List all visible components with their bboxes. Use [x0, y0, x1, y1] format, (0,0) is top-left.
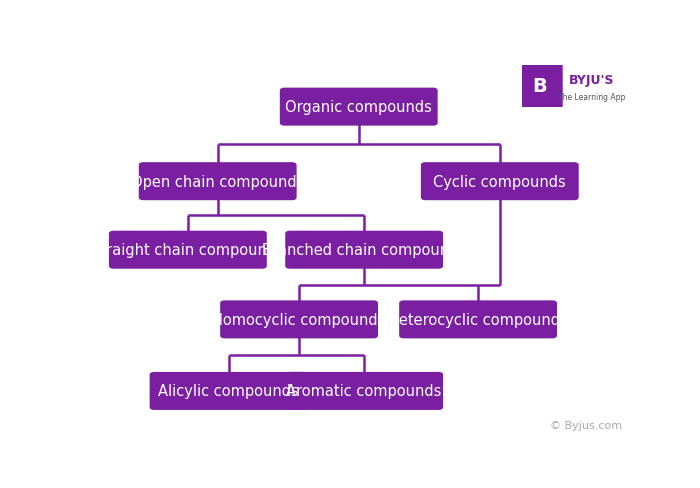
Text: Heterocyclic compounds: Heterocyclic compounds	[389, 312, 568, 327]
Text: © Byjus.com: © Byjus.com	[550, 420, 622, 430]
Text: Aromatic compounds: Aromatic compounds	[286, 384, 442, 399]
FancyBboxPatch shape	[421, 163, 579, 201]
FancyBboxPatch shape	[280, 88, 438, 126]
Text: Cyclic compounds: Cyclic compounds	[433, 174, 566, 189]
Text: Homocyclic compounds: Homocyclic compounds	[212, 312, 386, 327]
FancyBboxPatch shape	[150, 372, 307, 410]
FancyBboxPatch shape	[285, 231, 443, 269]
FancyBboxPatch shape	[109, 231, 267, 269]
Text: Branched chain compounds: Branched chain compounds	[262, 243, 466, 258]
FancyBboxPatch shape	[285, 372, 443, 410]
FancyBboxPatch shape	[399, 301, 557, 339]
Text: Open chain compounds: Open chain compounds	[131, 174, 304, 189]
Text: Organic compounds: Organic compounds	[286, 100, 432, 115]
Text: Alicylic compounds: Alicylic compounds	[158, 384, 299, 399]
FancyBboxPatch shape	[139, 163, 297, 201]
Text: Straight chain compounds: Straight chain compounds	[92, 243, 284, 258]
FancyBboxPatch shape	[220, 301, 378, 339]
